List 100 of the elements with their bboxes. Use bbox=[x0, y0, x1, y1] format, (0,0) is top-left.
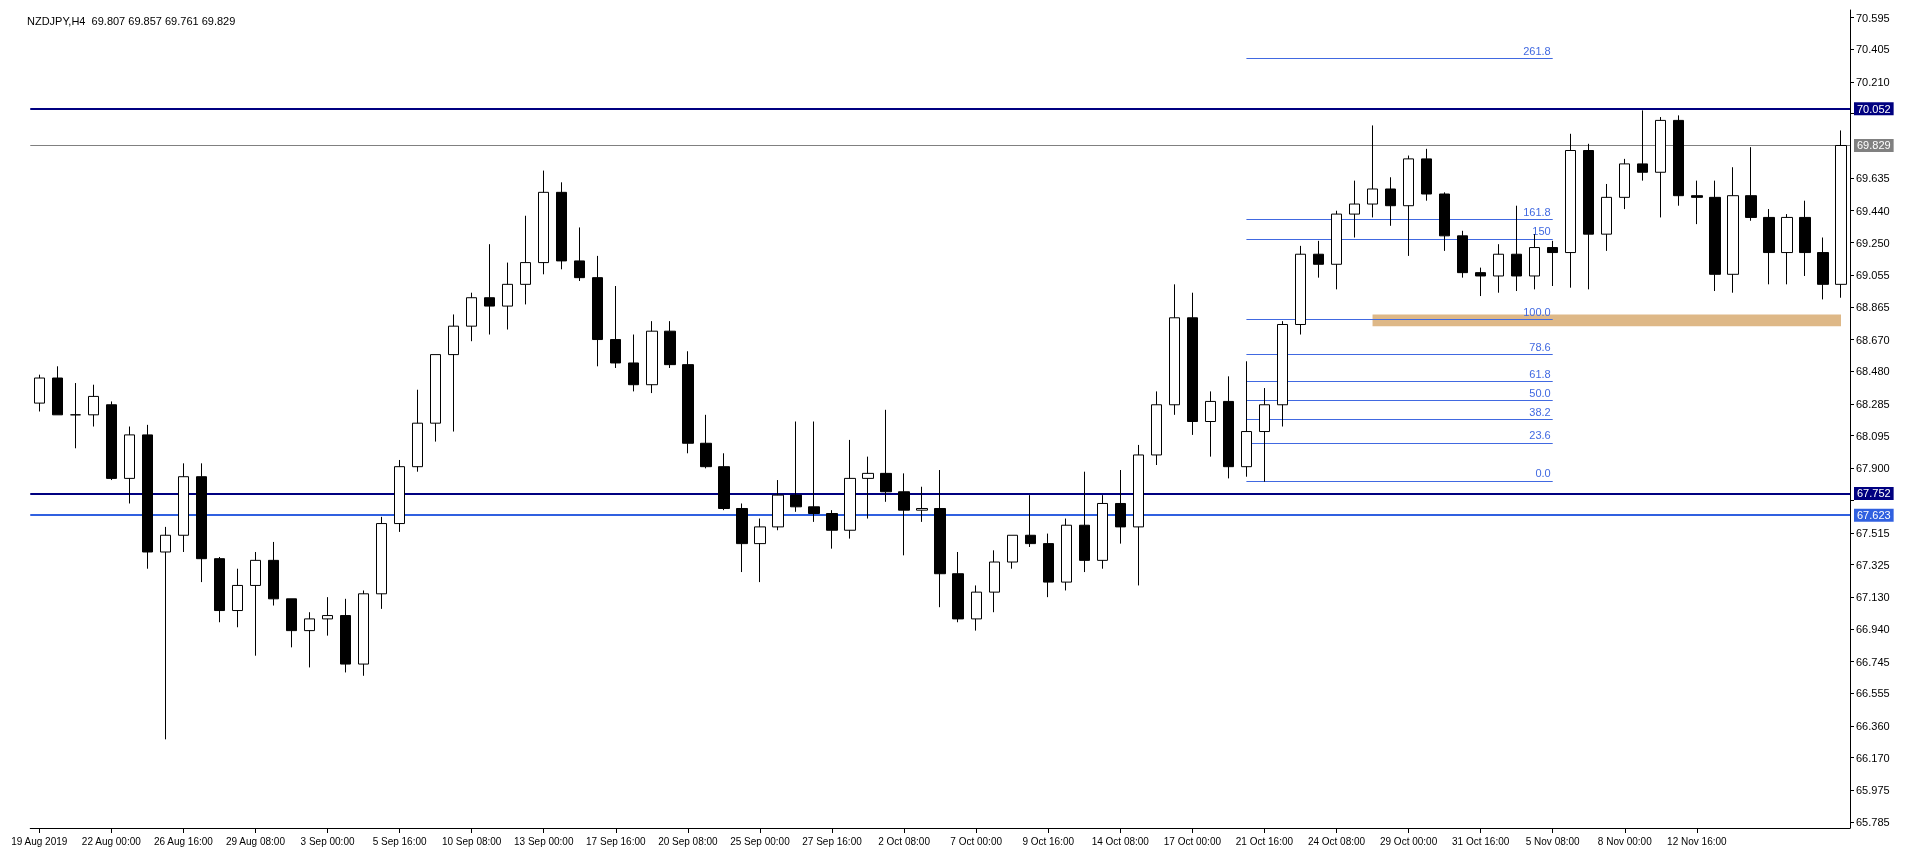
candlestick bbox=[1601, 183, 1612, 252]
candlestick bbox=[898, 472, 910, 556]
y-tick-label: 65.975 bbox=[1856, 784, 1890, 797]
x-tick-label: 22 Aug 00:00 bbox=[81, 835, 142, 847]
x-tick-label: 17 Oct 00:00 bbox=[1163, 835, 1222, 847]
candlestick bbox=[394, 459, 405, 533]
candlestick bbox=[736, 502, 748, 573]
y-tick-label: 68.865 bbox=[1856, 300, 1890, 313]
candlestick bbox=[1241, 360, 1252, 478]
x-tick-label: 21 Oct 16:00 bbox=[1235, 835, 1294, 847]
y-tick-label: 69.055 bbox=[1856, 269, 1890, 282]
x-tick-label: 19 Aug 2019 bbox=[11, 835, 68, 847]
ref-line-label: 100.0 bbox=[1523, 305, 1551, 318]
candlestick bbox=[1493, 243, 1504, 294]
candlestick bbox=[1619, 158, 1630, 210]
candlestick bbox=[1115, 469, 1126, 545]
candlestick bbox=[1367, 124, 1378, 218]
y-tick-label: 66.170 bbox=[1856, 751, 1890, 764]
candlestick bbox=[70, 382, 81, 449]
y-tick-label: 66.360 bbox=[1856, 719, 1890, 732]
y-tick-label: 68.670 bbox=[1856, 333, 1890, 346]
candlestick bbox=[1313, 240, 1324, 279]
candlestick bbox=[376, 516, 387, 610]
candlestick bbox=[1457, 230, 1468, 279]
chart-title: NZDJPY,H4 69.807 69.857 69.761 69.829 bbox=[27, 14, 236, 27]
x-tick-label: 17 Sep 16:00 bbox=[586, 835, 646, 847]
ref-line-label: 0.0 bbox=[1535, 467, 1551, 480]
candlestick bbox=[700, 414, 712, 469]
candlestick bbox=[1475, 267, 1486, 297]
y-tick-label: 68.095 bbox=[1856, 429, 1890, 442]
candlestick bbox=[844, 439, 856, 540]
x-tick-label: 8 Nov 00:00 bbox=[1597, 835, 1653, 847]
candlestick bbox=[322, 596, 333, 637]
y-tick-label: 66.940 bbox=[1856, 622, 1890, 635]
candlestick bbox=[124, 426, 135, 504]
x-tick-label: 20 Sep 08:00 bbox=[658, 835, 719, 847]
candlestick bbox=[1691, 180, 1703, 225]
candlestick bbox=[1529, 233, 1540, 290]
candlestick bbox=[34, 374, 45, 412]
x-tick-label: 27 Sep 16:00 bbox=[802, 835, 863, 847]
y-tick-label: 67.900 bbox=[1856, 462, 1890, 475]
candlestick bbox=[754, 518, 766, 583]
candlestick bbox=[412, 389, 423, 473]
candlestick bbox=[1745, 146, 1757, 222]
ref-line-label: 69.829 bbox=[1857, 139, 1891, 152]
candlestick bbox=[1637, 109, 1648, 182]
x-tick-label: 29 Oct 00:00 bbox=[1379, 835, 1438, 847]
candlestick bbox=[1295, 245, 1306, 336]
candlestick bbox=[664, 320, 676, 369]
candlestick bbox=[1223, 375, 1234, 479]
y-tick-label: 67.130 bbox=[1856, 591, 1890, 604]
candlestick bbox=[1583, 143, 1594, 290]
x-tick-label: 5 Nov 08:00 bbox=[1525, 835, 1581, 847]
y-tick-label: 65.785 bbox=[1856, 816, 1890, 829]
candlestick bbox=[520, 215, 531, 305]
candlestick bbox=[862, 456, 874, 520]
y-tick-label: 70.595 bbox=[1856, 11, 1890, 24]
candlestick bbox=[340, 598, 351, 673]
candlestick bbox=[916, 486, 928, 523]
candlestick bbox=[772, 479, 784, 531]
candlestick bbox=[1007, 534, 1018, 570]
y-tick-label: 69.440 bbox=[1856, 204, 1890, 217]
x-tick-label: 9 Oct 16:00 bbox=[1022, 835, 1075, 847]
x-tick-label: 13 Sep 00:00 bbox=[513, 835, 574, 847]
candlestick bbox=[1403, 155, 1414, 257]
y-tick-label: 67.325 bbox=[1856, 558, 1890, 571]
y-tick-label: 68.480 bbox=[1856, 365, 1890, 378]
y-tick-label: 67.515 bbox=[1856, 526, 1890, 539]
candlestick bbox=[178, 462, 189, 553]
x-tick-label: 3 Sep 00:00 bbox=[300, 835, 355, 847]
candlestick bbox=[52, 365, 63, 416]
candlestick bbox=[88, 384, 99, 428]
ref-line-label: 150 bbox=[1532, 225, 1551, 238]
candlestick bbox=[214, 556, 225, 623]
x-tick-label: 5 Sep 16:00 bbox=[372, 835, 428, 847]
candlestick bbox=[106, 400, 117, 481]
ref-line-label: 261.8 bbox=[1523, 44, 1551, 57]
candlestick bbox=[610, 285, 621, 369]
candlestick bbox=[971, 584, 982, 632]
candlestick bbox=[1043, 533, 1054, 598]
x-tick-label: 2 Oct 08:00 bbox=[878, 835, 931, 847]
x-tick-label: 25 Sep 00:00 bbox=[730, 835, 791, 847]
candlestick bbox=[1079, 471, 1090, 573]
candlestick bbox=[1277, 320, 1288, 428]
candlestick bbox=[880, 409, 892, 503]
ref-line-label: 161.8 bbox=[1523, 206, 1551, 219]
candlestick bbox=[1097, 494, 1108, 570]
candlestick bbox=[232, 568, 243, 628]
candlestick bbox=[196, 462, 207, 583]
candlestick bbox=[466, 292, 477, 342]
ref-line-label: 61.8 bbox=[1529, 367, 1551, 380]
candlestick bbox=[448, 313, 459, 433]
ref-line-label: 50.0 bbox=[1529, 386, 1551, 399]
ref-line-label: 70.052 bbox=[1857, 102, 1891, 115]
candlestick bbox=[790, 421, 802, 513]
candlestick bbox=[574, 226, 585, 282]
candlestick bbox=[1151, 390, 1162, 466]
candlestick bbox=[250, 551, 261, 657]
y-tick-label: 68.285 bbox=[1856, 397, 1890, 410]
candlestick bbox=[592, 255, 603, 367]
